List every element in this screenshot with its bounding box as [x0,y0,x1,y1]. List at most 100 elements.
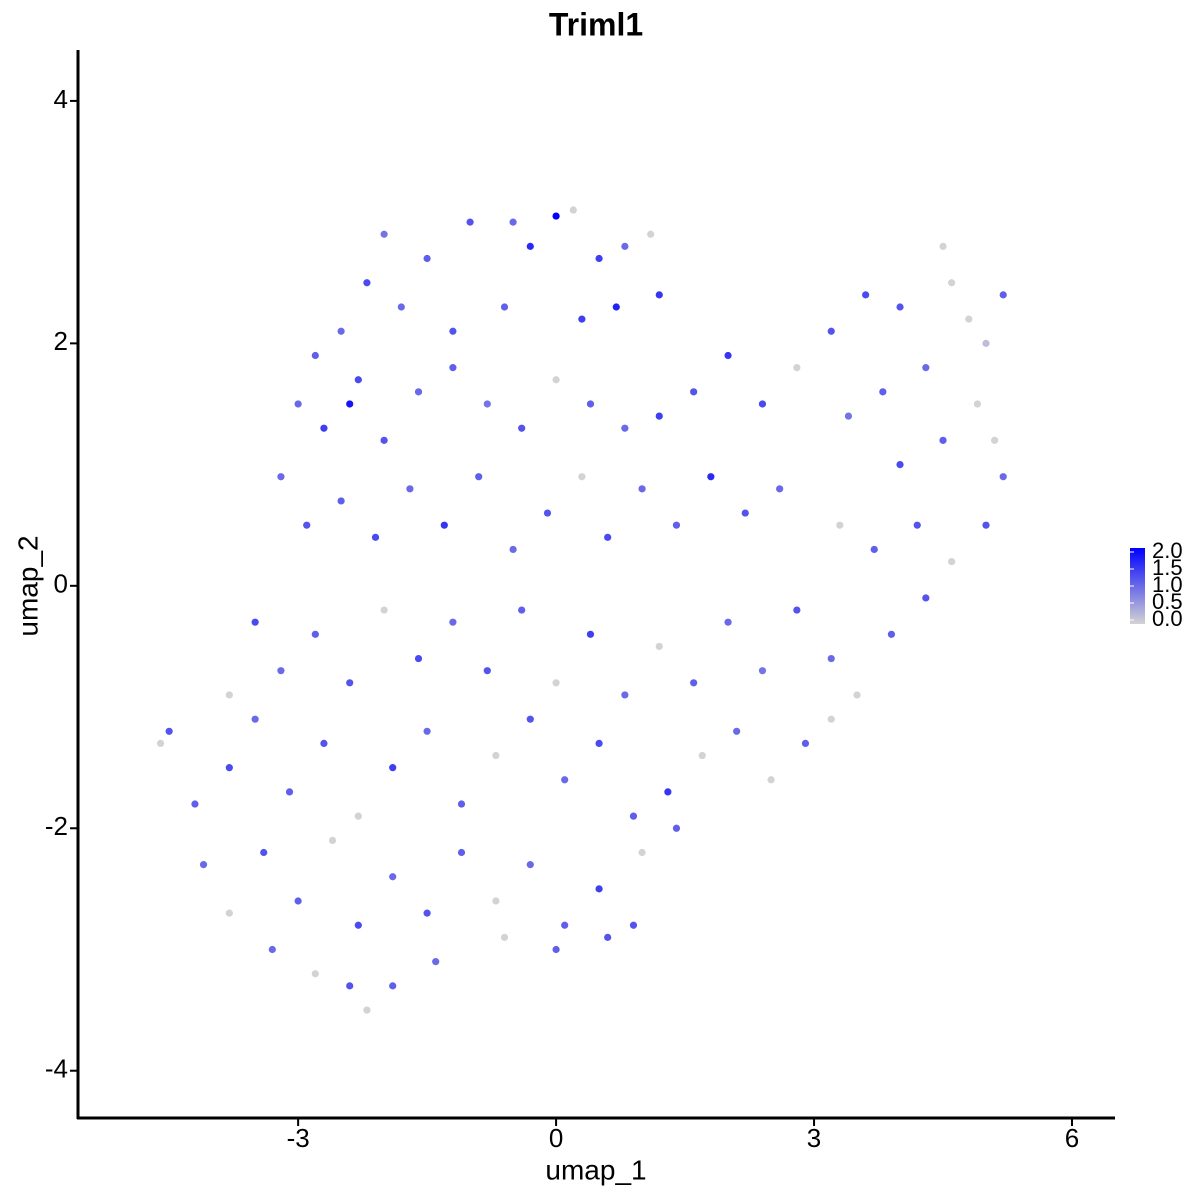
point [457,848,466,857]
point [285,788,294,796]
x-axis-title: umap_1 [545,1154,646,1185]
point [225,764,233,772]
point [423,909,431,917]
point [449,327,457,335]
point [724,351,732,360]
point [509,218,517,226]
colorbar-label: 0.0 [1152,606,1183,631]
y-tick-label: 0 [54,569,68,599]
point [982,339,990,347]
point [432,958,440,966]
point [870,545,878,554]
point [346,400,354,408]
point [655,412,663,420]
point [672,521,681,529]
point [621,242,629,250]
y-tick-label: 2 [54,326,68,356]
point [406,485,414,493]
point [251,715,259,723]
point [896,303,904,311]
point [578,315,586,323]
point [346,679,354,687]
point [371,533,380,541]
point [638,848,646,857]
point [973,400,982,408]
point [853,691,861,699]
point [268,945,276,954]
point [320,739,328,748]
point [363,279,371,287]
point [277,667,285,675]
point [346,982,354,990]
point [965,315,973,323]
colorbar-label: 0.5 [1152,589,1183,614]
point [260,848,268,857]
point [586,630,595,638]
point [655,291,663,299]
x-tick-label: 3 [807,1123,821,1153]
point [827,327,835,335]
point [612,303,620,311]
point [492,751,500,760]
point [793,606,801,614]
point [500,303,509,311]
point [199,861,208,869]
point [595,739,603,748]
point [767,776,775,784]
point [879,388,887,396]
point [543,509,552,517]
point [337,497,345,505]
point [621,691,629,699]
chart-title: Triml1 [549,6,643,42]
point [561,921,569,929]
point [552,945,560,954]
colorbar-label: 2.0 [1152,538,1183,563]
point [629,921,638,929]
point [939,242,947,250]
point [492,897,500,905]
point [354,921,362,929]
point [586,400,595,408]
point [948,279,956,287]
point [225,909,233,917]
point [552,376,560,384]
point [414,654,423,663]
point [561,776,569,784]
point [449,364,457,372]
colorbar [1130,548,1145,624]
point [165,727,173,735]
point [389,873,397,881]
point [922,364,930,372]
point [758,400,767,408]
point [939,436,947,444]
point [672,824,681,832]
point [440,521,448,529]
point [578,473,586,481]
point [354,812,362,820]
y-tick-label: -2 [45,811,68,841]
point [500,933,509,941]
point [991,436,999,444]
point [664,788,672,796]
point [475,473,483,481]
point [690,679,698,687]
point [707,473,715,481]
point [389,764,397,772]
point [827,654,835,663]
y-tick-label: 4 [54,84,68,114]
point [552,679,560,687]
point [552,212,560,220]
point [414,388,423,396]
point [328,836,337,844]
point [595,254,603,263]
point [948,557,956,566]
point [156,739,165,748]
x-tick-label: 0 [549,1123,563,1153]
point [251,618,259,626]
point [380,436,388,444]
point [457,800,466,808]
point [604,933,612,941]
point [526,715,534,723]
point [595,885,603,893]
point [363,1006,371,1014]
